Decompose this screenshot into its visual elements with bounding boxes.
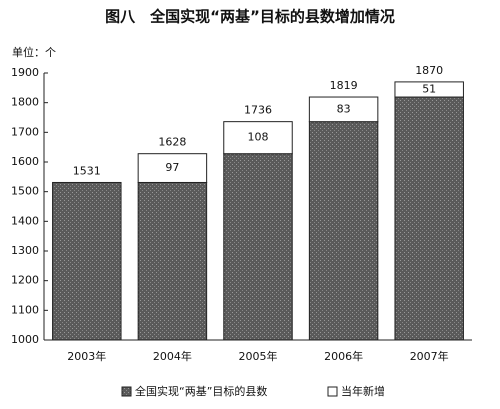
bar-segment	[308, 121, 379, 341]
y-tick-label: 1400	[11, 214, 39, 227]
y-tick-label: 1600	[11, 155, 39, 168]
y-tick-label: 1000	[11, 333, 39, 346]
x-tick-label: 2003年	[67, 349, 106, 363]
x-tick-label: 2006年	[324, 349, 363, 363]
y-tick-label: 1900	[11, 66, 39, 79]
y-tick-label: 1500	[11, 185, 39, 198]
segment-label: 97	[165, 161, 179, 174]
total-label: 1870	[415, 64, 443, 77]
total-label: 1736	[244, 104, 272, 117]
bar-segment	[308, 96, 379, 123]
legend-label: 全国实现“两基”目标的县数	[135, 384, 267, 398]
x-tick-label: 2005年	[239, 349, 278, 363]
chart-title: 图八 全国实现“两基”目标的县数增加情况	[105, 8, 395, 26]
x-tick-label: 2004年	[153, 349, 192, 363]
bar-segment	[394, 81, 464, 98]
segment-label: 83	[337, 102, 351, 115]
x-tick-label: 2007年	[410, 349, 449, 363]
bar-segment	[137, 153, 208, 183]
bar-segment	[52, 181, 122, 341]
segment-label: 108	[248, 131, 269, 144]
y-tick-label: 1200	[11, 274, 39, 287]
total-label: 1531	[73, 164, 101, 177]
y-tick-label: 1100	[11, 303, 39, 316]
segment-label: 51	[422, 82, 436, 95]
legend-swatch	[327, 386, 338, 397]
y-tick-label: 1700	[11, 125, 39, 138]
y-tick-label: 1300	[11, 244, 39, 257]
y-unit-label: 单位：个	[12, 45, 56, 59]
total-label: 1628	[158, 136, 186, 149]
y-tick-label: 1800	[11, 96, 39, 109]
bar-segment	[223, 121, 293, 155]
total-label: 1819	[330, 79, 358, 92]
legend-label: 当年新增	[341, 384, 385, 398]
bar-segment	[394, 96, 464, 341]
bar-segment	[223, 153, 293, 341]
legend-swatch	[121, 386, 132, 397]
bar-segment	[137, 181, 208, 341]
